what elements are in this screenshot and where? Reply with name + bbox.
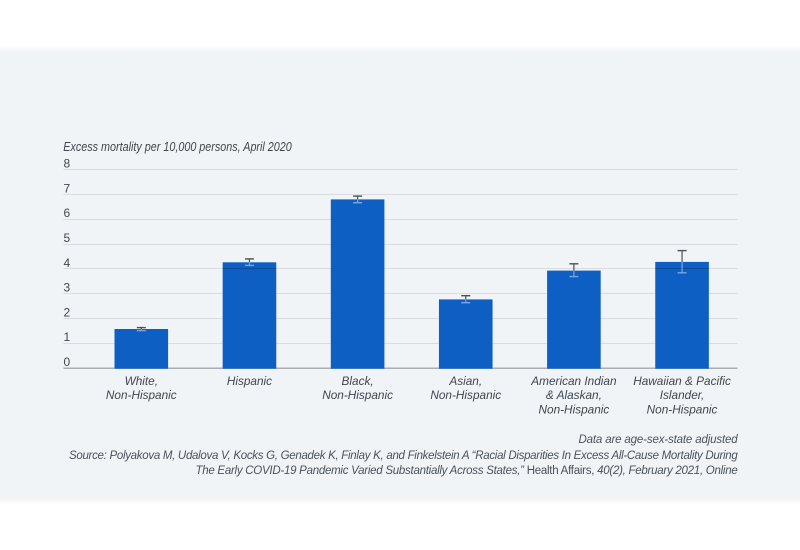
svg-text:1: 1	[63, 330, 70, 344]
svg-text:Hawaiian & Pacific: Hawaiian & Pacific	[633, 374, 731, 388]
svg-text:Excess mortality per 10,000 pe: Excess mortality per 10,000 persons, Apr…	[63, 140, 292, 154]
svg-text:4: 4	[63, 256, 70, 270]
svg-text:Non-Hispanic: Non-Hispanic	[647, 402, 718, 416]
svg-text:Non-Hispanic: Non-Hispanic	[430, 388, 501, 402]
svg-text:& Alaskan,: & Alaskan,	[546, 388, 602, 402]
svg-text:3: 3	[63, 281, 70, 295]
svg-text:5: 5	[63, 231, 70, 245]
svg-text:8: 8	[63, 157, 70, 171]
svg-text:0: 0	[63, 355, 70, 369]
svg-text:Hispanic: Hispanic	[227, 374, 272, 388]
svg-text:Non-Hispanic: Non-Hispanic	[106, 388, 177, 402]
svg-text:Asian,: Asian,	[448, 374, 482, 388]
svg-text:American Indian: American Indian	[530, 374, 617, 388]
svg-text:White,: White,	[125, 374, 158, 388]
svg-text:Black,: Black,	[342, 374, 374, 388]
svg-text:Non-Hispanic: Non-Hispanic	[538, 402, 609, 416]
svg-text:7: 7	[63, 181, 70, 195]
svg-text:Non-Hispanic: Non-Hispanic	[322, 388, 393, 402]
svg-text:Islander,: Islander,	[660, 388, 705, 402]
svg-text:2: 2	[63, 305, 70, 319]
svg-text:6: 6	[63, 206, 70, 220]
